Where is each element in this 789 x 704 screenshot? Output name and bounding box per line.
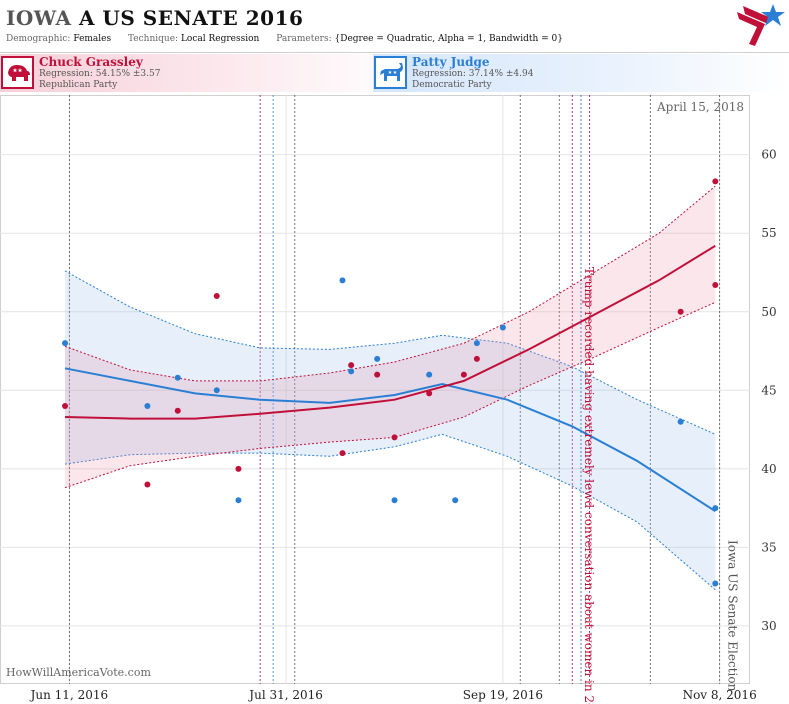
x-tick-label: Jul 31, 2016 xyxy=(247,688,323,702)
data-point-rep xyxy=(374,371,381,378)
data-point-dem xyxy=(374,355,381,362)
candidate-info-dem: Regression: 37.14% ±4.94 Democratic Part… xyxy=(412,69,533,91)
data-point-dem xyxy=(62,340,69,347)
confidence-band-dem xyxy=(65,270,716,590)
plot-area xyxy=(0,95,750,684)
technique-label: Technique: xyxy=(128,34,179,44)
data-point-rep xyxy=(174,407,181,414)
data-point-dem xyxy=(144,402,151,409)
x-tick-label: Jun 11, 2016 xyxy=(29,688,109,702)
data-point-dem xyxy=(452,497,459,504)
candidate-legend: Chuck Grassley Regression: 54.15% ±3.57 … xyxy=(0,53,789,93)
band-upper-dem xyxy=(64,270,716,435)
poll-chart: Trump recorded having extremely lewd con… xyxy=(0,95,777,704)
data-point-rep xyxy=(677,308,684,315)
data-point-rep xyxy=(460,371,467,378)
election-annotation: Iowa US Senate Election xyxy=(726,540,740,692)
demographic-label: Demographic: xyxy=(6,34,71,44)
y-tick-label: 35 xyxy=(761,540,776,554)
candidate-republican: Chuck Grassley Regression: 54.15% ±3.57 … xyxy=(0,54,412,92)
data-point-rep xyxy=(712,282,719,289)
regression-value-rep: Regression: 54.15% ±3.57 xyxy=(39,69,161,79)
candidate-info-rep: Regression: 54.15% ±3.57 Republican Part… xyxy=(39,69,160,91)
data-point-dem xyxy=(712,505,719,512)
page-title: IOWA A US SENATE 2016 xyxy=(6,6,303,30)
data-point-dem xyxy=(235,497,242,504)
elephant-icon xyxy=(1,56,34,89)
y-tick-label: 50 xyxy=(761,305,776,319)
donkey-icon xyxy=(374,56,407,89)
data-point-rep xyxy=(235,465,242,472)
candidate-name-dem: Patty Judge xyxy=(412,55,490,69)
data-point-dem xyxy=(339,277,346,284)
data-point-rep xyxy=(144,481,151,488)
parameters-line: Demographic: Females Technique: Local Re… xyxy=(6,34,577,44)
data-point-rep xyxy=(348,362,355,369)
site-logo xyxy=(737,4,785,46)
technique-value: Local Regression xyxy=(180,34,260,44)
data-point-dem xyxy=(174,374,181,381)
confidence-band-rep xyxy=(65,186,716,488)
demographic-value: Females xyxy=(73,34,112,44)
data-point-rep xyxy=(426,390,433,397)
candidate-name-rep: Chuck Grassley xyxy=(39,55,143,69)
data-point-rep xyxy=(62,402,69,409)
data-point-dem xyxy=(473,340,480,347)
band-lower-dem xyxy=(64,433,716,591)
data-point-rep xyxy=(213,293,220,300)
date-label: April 15, 2018 xyxy=(656,100,744,114)
data-point-rep xyxy=(339,450,346,457)
watermark: HowWillAmericaVote.com xyxy=(6,666,151,679)
y-tick-label: 30 xyxy=(761,619,776,633)
data-point-dem xyxy=(426,371,433,378)
data-point-rep xyxy=(391,434,398,441)
data-point-dem xyxy=(213,387,220,394)
parameters-value: {Degree = Quadratic, Alpha = 1, Bandwidt… xyxy=(334,34,564,44)
y-tick-label: 45 xyxy=(761,383,776,397)
data-point-dem xyxy=(391,497,398,504)
x-tick-label: Sep 19, 2016 xyxy=(463,688,543,702)
party-name-rep: Republican Party xyxy=(39,80,118,90)
band-upper-rep xyxy=(64,185,716,382)
regression-line-dem xyxy=(64,367,716,513)
data-point-dem xyxy=(712,580,719,587)
party-name-dem: Democratic Party xyxy=(412,80,492,90)
title-race: A US SENATE 2016 xyxy=(78,6,304,30)
parameters-label: Parameters: xyxy=(276,34,332,44)
y-tick-label: 55 xyxy=(761,226,776,240)
data-point-dem xyxy=(348,368,355,375)
data-point-rep xyxy=(712,178,719,185)
data-point-dem xyxy=(499,324,506,331)
y-tick-label: 40 xyxy=(761,462,776,476)
title-state: IOWA xyxy=(6,6,72,30)
event-annotation: Trump recorded having extremely lewd con… xyxy=(582,267,596,704)
data-point-rep xyxy=(473,355,480,362)
x-tick-label: Nov 8, 2016 xyxy=(683,688,757,702)
candidate-democrat: Patty Judge Regression: 37.14% ±4.94 Dem… xyxy=(373,54,789,92)
regression-value-dem: Regression: 37.14% ±4.94 xyxy=(412,69,534,79)
data-point-dem xyxy=(677,418,684,425)
band-lower-rep xyxy=(64,301,716,489)
chart-header: IOWA A US SENATE 2016 Demographic: Femal… xyxy=(0,0,789,53)
y-tick-label: 60 xyxy=(761,148,776,162)
regression-line-rep xyxy=(64,244,716,420)
